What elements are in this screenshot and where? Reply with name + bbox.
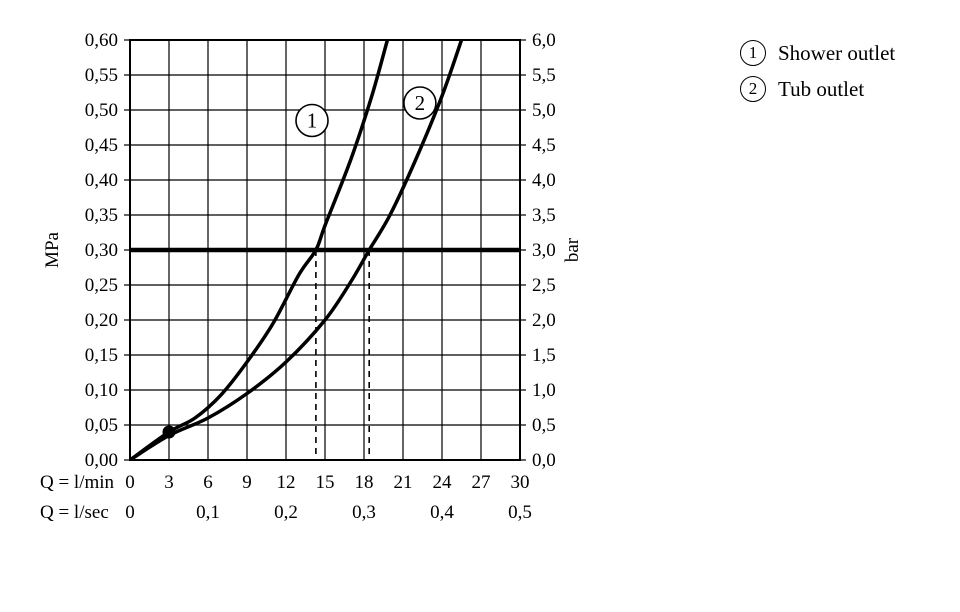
svg-text:0,0: 0,0 bbox=[532, 450, 556, 471]
legend-num-2-icon: 2 bbox=[740, 76, 766, 102]
svg-text:0,40: 0,40 bbox=[85, 170, 118, 191]
svg-text:3,5: 3,5 bbox=[532, 205, 556, 226]
svg-text:2: 2 bbox=[415, 91, 426, 115]
svg-text:6,0: 6,0 bbox=[532, 30, 556, 51]
svg-text:3: 3 bbox=[164, 472, 174, 493]
svg-text:0,60: 0,60 bbox=[85, 30, 118, 51]
legend-label-1: Shower outlet bbox=[778, 41, 895, 66]
svg-text:0,00: 0,00 bbox=[85, 450, 118, 471]
legend-item-2: 2 Tub outlet bbox=[740, 76, 895, 102]
svg-text:5,0: 5,0 bbox=[532, 100, 556, 121]
svg-text:18: 18 bbox=[355, 472, 374, 493]
svg-text:0,35: 0,35 bbox=[85, 205, 118, 226]
svg-text:0,5: 0,5 bbox=[532, 415, 556, 436]
svg-text:12: 12 bbox=[277, 472, 296, 493]
svg-text:24: 24 bbox=[433, 472, 453, 493]
legend-label-2: Tub outlet bbox=[778, 77, 864, 102]
svg-text:9: 9 bbox=[242, 472, 252, 493]
svg-text:0,15: 0,15 bbox=[85, 345, 118, 366]
svg-text:Q = l/min: Q = l/min bbox=[40, 472, 115, 493]
svg-text:0,20: 0,20 bbox=[85, 310, 118, 331]
svg-text:0,1: 0,1 bbox=[196, 502, 220, 523]
svg-text:MPa: MPa bbox=[42, 231, 63, 267]
svg-text:0: 0 bbox=[125, 502, 135, 523]
svg-text:0: 0 bbox=[125, 472, 135, 493]
svg-text:0,50: 0,50 bbox=[85, 100, 118, 121]
svg-text:Q = l/sec: Q = l/sec bbox=[40, 502, 109, 523]
svg-text:bar: bar bbox=[562, 237, 583, 262]
svg-text:4,0: 4,0 bbox=[532, 170, 556, 191]
svg-text:5,5: 5,5 bbox=[532, 65, 556, 86]
svg-text:0,2: 0,2 bbox=[274, 502, 298, 523]
svg-text:0,55: 0,55 bbox=[85, 65, 118, 86]
svg-text:6: 6 bbox=[203, 472, 213, 493]
flow-pressure-chart: 0,000,00,050,50,101,00,151,50,202,00,252… bbox=[30, 30, 610, 575]
svg-text:0,10: 0,10 bbox=[85, 380, 118, 401]
svg-text:0,5: 0,5 bbox=[508, 502, 532, 523]
legend: 1 Shower outlet 2 Tub outlet bbox=[740, 40, 895, 112]
svg-text:3,0: 3,0 bbox=[532, 240, 556, 261]
svg-text:2,5: 2,5 bbox=[532, 275, 556, 296]
svg-text:21: 21 bbox=[394, 472, 413, 493]
legend-item-1: 1 Shower outlet bbox=[740, 40, 895, 66]
svg-text:2,0: 2,0 bbox=[532, 310, 556, 331]
svg-text:0,45: 0,45 bbox=[85, 135, 118, 156]
svg-text:0,30: 0,30 bbox=[85, 240, 118, 261]
svg-text:30: 30 bbox=[511, 472, 530, 493]
svg-text:0,4: 0,4 bbox=[430, 502, 454, 523]
legend-num-1-icon: 1 bbox=[740, 40, 766, 66]
svg-text:27: 27 bbox=[472, 472, 491, 493]
svg-text:0,05: 0,05 bbox=[85, 415, 118, 436]
svg-text:0,3: 0,3 bbox=[352, 502, 376, 523]
svg-text:0,25: 0,25 bbox=[85, 275, 118, 296]
svg-text:15: 15 bbox=[316, 472, 335, 493]
svg-text:1: 1 bbox=[307, 109, 318, 133]
page: 0,000,00,050,50,101,00,151,50,202,00,252… bbox=[0, 0, 960, 612]
svg-text:1,5: 1,5 bbox=[532, 345, 556, 366]
svg-text:1,0: 1,0 bbox=[532, 380, 556, 401]
chart-svg: 0,000,00,050,50,101,00,151,50,202,00,252… bbox=[30, 30, 610, 570]
svg-text:4,5: 4,5 bbox=[532, 135, 556, 156]
